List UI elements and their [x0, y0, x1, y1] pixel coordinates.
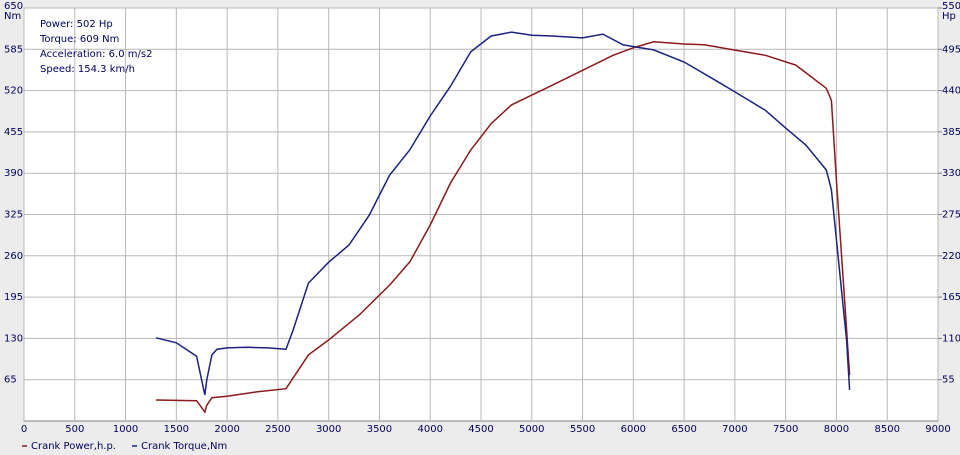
y2-tick-label: 385 — [942, 127, 960, 138]
y2-tick-label: 110 — [942, 333, 960, 344]
legend-label: Crank Power,h.p. — [31, 441, 116, 452]
y2-tick-label: 275 — [942, 210, 960, 221]
x-tick-label: 7000 — [722, 424, 747, 435]
x-tick-label: 0 — [21, 424, 27, 435]
x-tick-label: 4000 — [417, 424, 442, 435]
x-tick-label: 1000 — [113, 424, 138, 435]
x-tick-label: 6500 — [671, 424, 696, 435]
y2-tick-label: 165 — [942, 292, 960, 303]
y-tick-label: 585 — [4, 44, 23, 55]
y-tick-label: 455 — [4, 127, 23, 138]
x-tick-label: 8500 — [874, 424, 899, 435]
y2-tick-label: 330 — [942, 168, 960, 179]
x-tick-label: 6000 — [621, 424, 646, 435]
y-tick-label: 650 — [4, 1, 23, 12]
x-tick-label: 3000 — [316, 424, 341, 435]
annotation: Acceleration: 6.0 m/s2 — [40, 49, 152, 60]
y-tick-label: 325 — [4, 210, 23, 221]
x-tick-label: 1500 — [164, 424, 189, 435]
y2-unit: Hp — [942, 11, 956, 22]
y-tick-label: 65 — [4, 375, 17, 386]
x-tick-label: 2500 — [265, 424, 290, 435]
y-tick-label: 260 — [4, 251, 23, 262]
y2-tick-label: 550 — [942, 1, 960, 12]
y-unit: Nm — [4, 11, 21, 22]
annotation: Torque: 609 Nm — [39, 34, 119, 45]
x-tick-label: 4500 — [468, 424, 493, 435]
legend-label: Crank Torque,Nm — [141, 441, 227, 452]
x-tick-label: 8000 — [824, 424, 849, 435]
x-tick-label: 5500 — [570, 424, 595, 435]
series-line — [155, 31, 851, 396]
y-tick-label: 390 — [4, 168, 23, 179]
series-line — [155, 41, 851, 414]
annotation: Power: 502 Hp — [40, 19, 113, 30]
y2-tick-label: 440 — [942, 86, 960, 97]
annotation: Speed: 154.3 km/h — [40, 64, 135, 75]
x-tick-label: 3500 — [367, 424, 392, 435]
x-tick-label: 500 — [65, 424, 84, 435]
x-tick-label: 9000 — [925, 424, 950, 435]
y-tick-label: 130 — [4, 333, 23, 344]
x-tick-label: 2000 — [214, 424, 239, 435]
y-tick-label: 520 — [4, 86, 23, 97]
y2-tick-label: 220 — [942, 251, 960, 262]
x-tick-label: 7500 — [773, 424, 798, 435]
y2-tick-label: 55 — [942, 375, 955, 386]
x-tick-label: 5000 — [519, 424, 544, 435]
y-tick-label: 195 — [4, 292, 23, 303]
y2-tick-label: 495 — [942, 44, 960, 55]
